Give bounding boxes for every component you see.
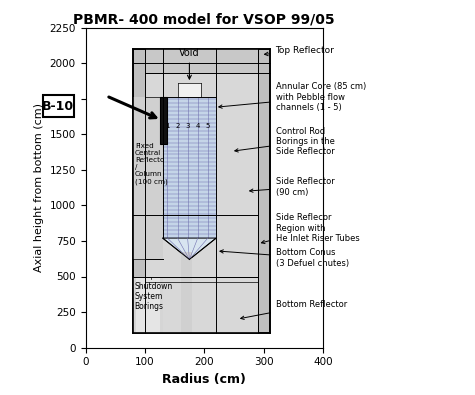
Bar	[180, 252, 192, 333]
Polygon shape	[162, 238, 216, 260]
Bar	[133, 49, 270, 333]
Text: 3: 3	[185, 123, 190, 129]
Bar	[43, 95, 74, 117]
Text: Bottom Reflector: Bottom Reflector	[241, 301, 347, 320]
Bar	[162, 97, 216, 238]
Bar	[178, 83, 201, 97]
Bar	[136, 278, 160, 332]
Text: Top Reflector: Top Reflector	[265, 46, 334, 56]
Text: B-10: B-10	[42, 100, 74, 113]
Text: Fixed
Central
Reflecto
/
Column
(100 cm): Fixed Central Reflecto / Column (100 cm)	[135, 143, 168, 185]
Text: Side Reflector
(90 cm): Side Reflector (90 cm)	[250, 177, 334, 197]
Bar	[160, 97, 167, 144]
Text: 5: 5	[206, 123, 210, 129]
Y-axis label: Axial height from bottom (cm): Axial height from bottom (cm)	[34, 103, 44, 272]
Text: Bottom Conus
(3 Defuel chutes): Bottom Conus (3 Defuel chutes)	[220, 248, 349, 268]
Bar	[133, 276, 162, 333]
Text: Annular Core (85 cm)
with Pebble flow
channels (1 - 5): Annular Core (85 cm) with Pebble flow ch…	[219, 83, 366, 112]
Text: Side Reflecor
Region with
He Inlet Riser Tubes: Side Reflecor Region with He Inlet Riser…	[261, 213, 359, 244]
Text: 2: 2	[175, 123, 180, 129]
Text: Control Rod
Borings in the
Side Reflector: Control Rod Borings in the Side Reflecto…	[235, 126, 334, 156]
Title: PBMR- 400 model for VSOP 99/05: PBMR- 400 model for VSOP 99/05	[74, 13, 335, 26]
Bar	[145, 49, 257, 73]
Text: 1: 1	[165, 123, 170, 129]
Text: Shutdown
System
Borings: Shutdown System Borings	[134, 282, 172, 311]
X-axis label: Radius (cm): Radius (cm)	[162, 373, 246, 386]
Bar	[145, 49, 257, 333]
Text: 4: 4	[196, 123, 200, 129]
Bar	[133, 97, 162, 260]
Text: Void: Void	[179, 47, 199, 79]
